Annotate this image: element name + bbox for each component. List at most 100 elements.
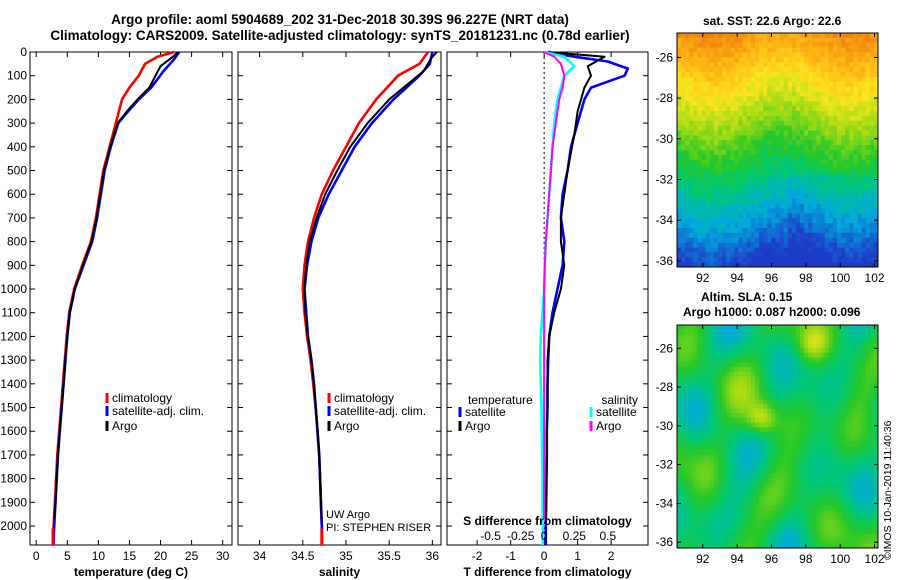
x-tick-label: 25 [185,549,199,563]
x-tick-label: 10 [92,549,106,563]
y-tick-label: 2000 [0,519,27,533]
legend-climatology-t: climatology [112,391,172,405]
map-x-tick-label: 100 [830,271,850,285]
legend-salinity-title: salinity [601,393,638,407]
series-Argo [303,51,438,519]
temperature-xlabel: temperature (deg C) [74,565,188,579]
map-x-tick-label: 96 [765,552,779,566]
map-y-tick-label: -32 [656,458,674,472]
x-tick-label: 1 [574,549,581,563]
y-tick-label: 900 [7,258,27,272]
salinity-frame [237,51,442,546]
sla-map [677,325,879,549]
x-tick-label: 0 [541,549,548,563]
sla-map-title: Altim. SLA: 0.15 [701,290,793,304]
y-tick-label: 1300 [0,353,27,367]
map-y-tick-label: -36 [656,535,674,549]
difference-xlabel: T difference from climatology [463,565,631,579]
legend-s-argo: Argo [596,419,622,433]
y-tick-label: 1100 [1,306,27,320]
x-tick-label: 35 [339,549,353,563]
map-x-tick-label: 92 [696,552,710,566]
difference-s-label: S difference from climatology [463,514,632,528]
map-y-tick-label: -34 [656,496,674,510]
x-tick-label: -2 [472,549,483,563]
y-tick-label: 600 [7,187,27,201]
sla-map-frame [676,324,879,549]
legend-climatology-s: climatology [334,391,394,405]
series-T-Argo [544,51,606,519]
s-tick-label: -0.5 [480,529,501,543]
sla-map-subtitle: Argo h1000: 0.087 h2000: 0.096 [683,305,861,319]
series-S-Argo [543,51,566,519]
map-x-tick-label: 100 [830,552,850,566]
map-x-tick-label: 98 [799,552,813,566]
y-tick-label: 700 [7,211,27,225]
sst-map [677,33,879,268]
legend-s-satellite: satellite [596,405,637,419]
y-tick-label: 1900 [0,495,27,509]
temperature-frame [29,51,233,546]
annotation-pi: PI: STEPHEN RISER [326,522,431,534]
x-tick-label: 15 [123,549,137,563]
y-tick-label: 200 [7,92,27,106]
y-tick-label: 1600 [0,424,27,438]
map-y-tick-label: -28 [656,380,674,394]
map-x-tick-label: 94 [730,271,744,285]
x-tick-label: 30 [216,549,230,563]
map-y-tick-label: -28 [656,91,674,105]
x-tick-label: 2 [608,549,615,563]
map-x-tick-label: 92 [696,271,710,285]
figure-title-line2: Climatology: CARS2009. Satellite-adjuste… [50,28,630,43]
map-x-tick-label: 98 [799,271,813,285]
legend-t-argo: Argo [465,419,491,433]
y-tick-label: 500 [7,164,27,178]
y-tick-label: 1400 [0,377,27,391]
map-y-tick-label: -34 [656,213,674,227]
y-tick-label: 1800 [0,472,27,486]
sst-map-frame [676,32,879,268]
salinity-xlabel: salinity [319,565,361,579]
x-tick-label: -1 [505,549,516,563]
x-tick-label: 35.5 [377,549,401,563]
map-y-tick-label: -26 [656,341,674,355]
s-tick-label: 0 [541,529,548,543]
legend-satellite-s: satellite-adj. clim. [334,404,426,418]
y-tick-label: 0 [20,45,27,59]
s-tick-label: 0.25 [563,529,587,543]
y-tick-label: 400 [7,140,27,154]
y-tick-label: 100 [7,69,27,83]
y-tick-label: 1500 [0,401,27,415]
s-tick-label: -0.25 [507,529,535,543]
y-tick-label: 1000 [0,282,27,296]
map-y-tick-label: -36 [656,254,674,268]
map-y-tick-label: -32 [656,173,674,187]
legend-argo-t: Argo [112,419,138,433]
annotation-uw-argo: UW Argo [326,509,370,521]
legend-temperature-title: temperature [468,393,533,407]
x-tick-label: 20 [154,549,168,563]
legend-argo-s: Argo [334,419,360,433]
s-tick-label: 0.5 [599,529,616,543]
map-x-tick-label: 94 [730,552,744,566]
sst-map-title: sat. SST: 22.6 Argo: 22.6 [703,14,842,28]
x-tick-label: 36 [426,549,440,563]
series-Argo [53,51,179,519]
map-y-tick-label: -26 [656,50,674,64]
x-tick-label: 34.5 [291,549,315,563]
y-tick-label: 800 [7,235,27,249]
map-y-tick-label: -30 [656,132,674,146]
map-x-tick-label: 102 [865,271,885,285]
map-x-tick-label: 96 [765,271,779,285]
legend-satellite-t: satellite-adj. clim. [112,404,204,418]
x-tick-label: 5 [64,549,71,563]
legend-t-satellite: satellite [465,405,506,419]
map-x-tick-label: 102 [865,552,885,566]
y-tick-label: 1200 [0,329,27,343]
y-tick-label: 300 [7,116,27,130]
map-y-tick-label: -30 [656,419,674,433]
figure-title-line1: Argo profile: aoml 5904689_202 31-Dec-20… [111,12,569,27]
x-tick-label: 34 [253,549,267,563]
x-tick-label: 0 [33,549,40,563]
